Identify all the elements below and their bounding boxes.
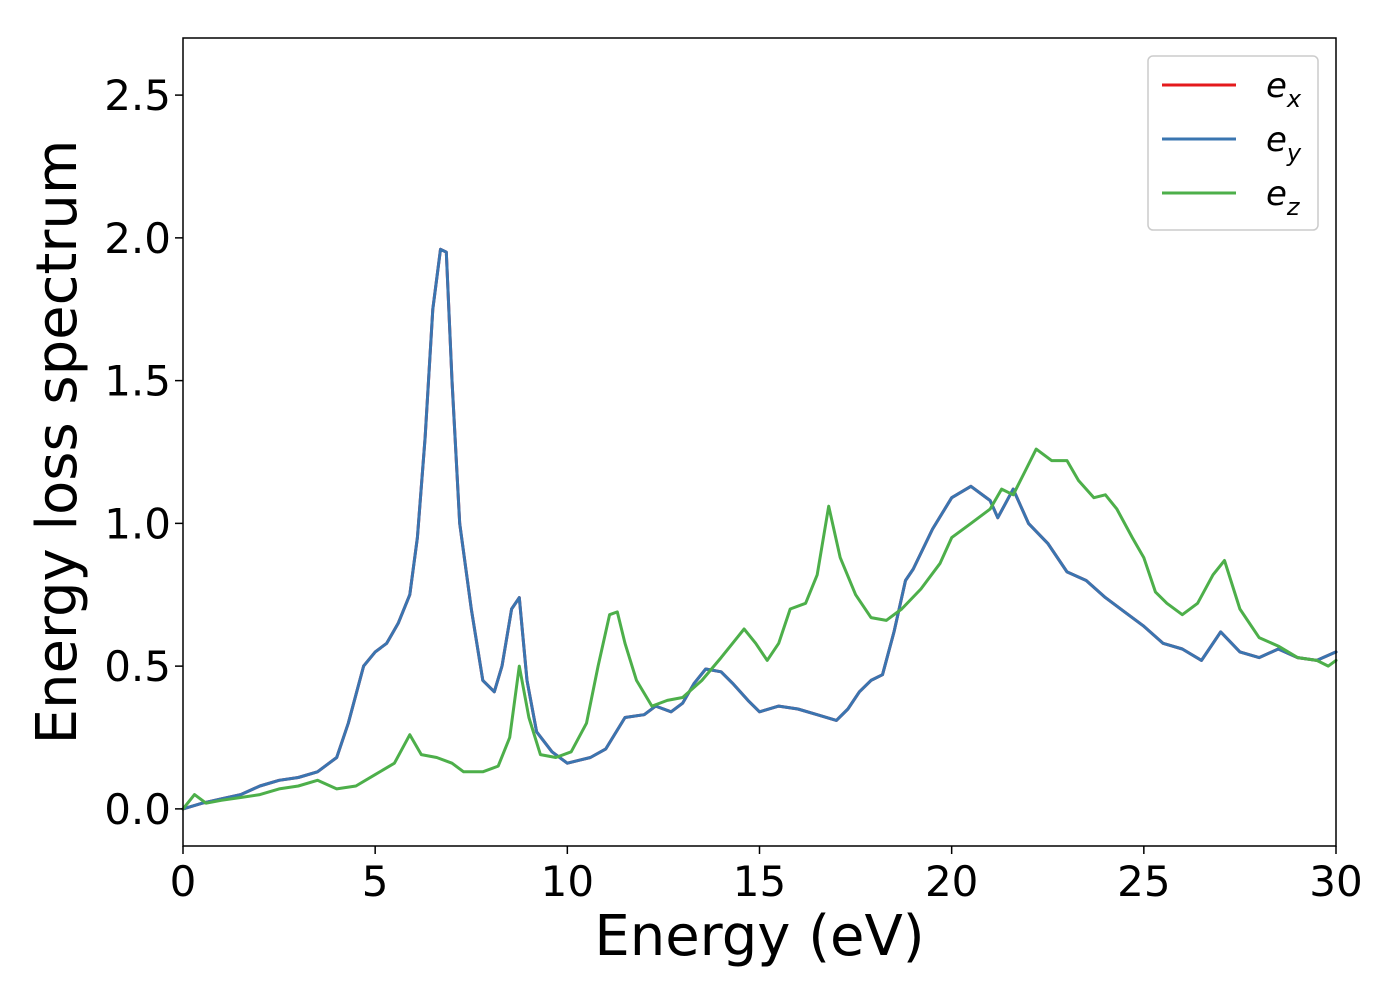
y-tick-label: 2.0 [104, 214, 171, 263]
series-line-e-y [181, 247, 1338, 811]
y-tick-label: 2.5 [104, 71, 171, 120]
plot-lines [181, 247, 1338, 811]
y-tick-label: 1.5 [104, 357, 171, 406]
y-tick-label: 1.0 [104, 499, 171, 548]
y-axis-title: Energy loss spectrum [25, 140, 90, 745]
x-tick-label: 30 [1309, 857, 1362, 906]
x-axis-ticks: 0 5 10 15 20 25 30 [170, 846, 1363, 906]
series-line-e-x [181, 247, 1338, 811]
legend-label-e-z: ez [1266, 174, 1301, 221]
x-tick-label: 0 [170, 857, 197, 906]
x-tick-label: 25 [1117, 857, 1170, 906]
x-tick-label: 5 [362, 857, 389, 906]
y-tick-label: 0.0 [104, 785, 171, 834]
x-tick-label: 20 [925, 857, 978, 906]
x-tick-label: 10 [541, 857, 594, 906]
x-tick-label: 15 [733, 857, 786, 906]
y-axis-ticks: 0.0 0.5 1.0 1.5 2.0 2.5 [104, 71, 183, 834]
y-tick-label: 0.5 [104, 642, 171, 691]
x-axis-title: Energy (eV) [594, 904, 924, 969]
series-line-e-z [181, 447, 1338, 811]
legend-box [1147, 55, 1319, 231]
